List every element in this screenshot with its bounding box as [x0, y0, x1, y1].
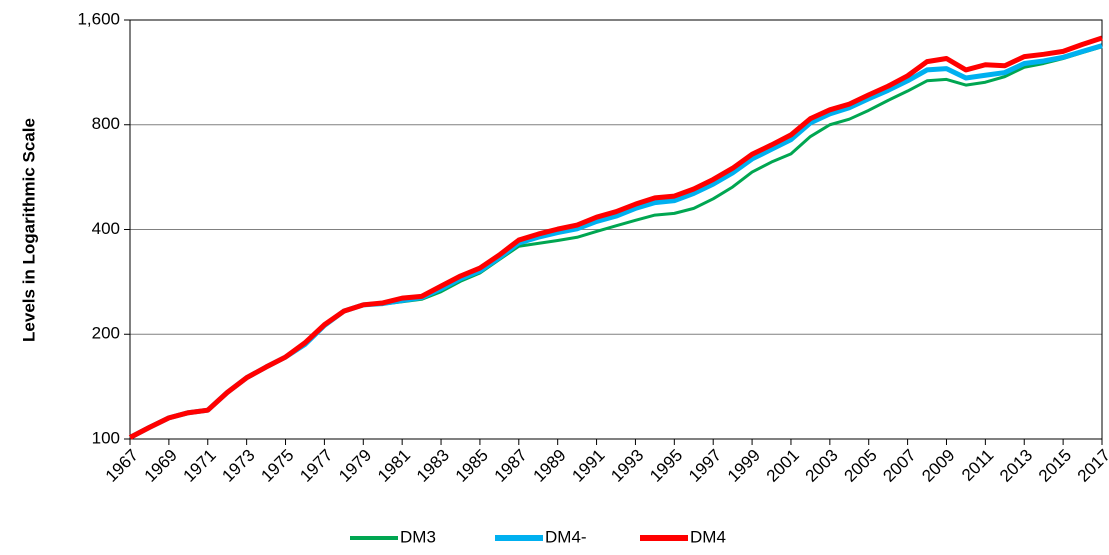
- x-tick-label: 1973: [218, 446, 258, 486]
- x-tick-label: 1997: [685, 446, 725, 486]
- x-tick-label: 1967: [102, 446, 142, 486]
- x-tick-label: 1995: [646, 446, 686, 486]
- x-tick-label: 1977: [296, 446, 336, 486]
- x-tick-label: 1983: [413, 446, 453, 486]
- series-line: [128, 43, 1103, 440]
- x-tick-label: 1993: [607, 446, 647, 486]
- y-tick-label: 1,600: [77, 9, 120, 28]
- legend-label: DM3: [400, 527, 436, 546]
- x-tick-label: 1987: [491, 446, 531, 486]
- series-line: [129, 45, 1103, 439]
- x-tick-label: 2009: [918, 446, 958, 486]
- x-tick-label: 1999: [724, 446, 764, 486]
- x-tick-label: 1975: [257, 446, 297, 486]
- plot-border: [129, 19, 1103, 440]
- x-tick-label: 1991: [568, 446, 608, 486]
- legend-label: DM4-: [545, 527, 587, 546]
- x-tick-label: 1979: [335, 446, 375, 486]
- x-tick-label: 1981: [374, 446, 414, 486]
- y-tick-label: 400: [92, 219, 120, 238]
- x-tick-label: 2001: [763, 446, 803, 486]
- legend-label: DM4: [690, 527, 726, 546]
- x-tick-label: 2007: [879, 446, 919, 486]
- series-line: [128, 35, 1103, 440]
- x-tick-label: 2015: [1035, 446, 1075, 486]
- x-tick-label: 2003: [802, 446, 842, 486]
- x-tick-label: 2011: [958, 446, 997, 485]
- x-tick-label: 1969: [141, 446, 181, 486]
- y-axis-label: Levels in Logarithmic Scale: [19, 118, 38, 342]
- x-tick-label: 1971: [180, 446, 220, 486]
- x-tick-label: 1989: [529, 446, 569, 486]
- y-tick-label: 200: [92, 324, 120, 343]
- x-tick-label: 2017: [1074, 446, 1109, 486]
- x-tick-label: 2005: [841, 446, 881, 486]
- x-tick-label: 2013: [996, 446, 1036, 486]
- y-tick-label: 800: [92, 114, 120, 133]
- x-tick-label: 1985: [452, 446, 492, 486]
- y-tick-label: 100: [92, 428, 120, 447]
